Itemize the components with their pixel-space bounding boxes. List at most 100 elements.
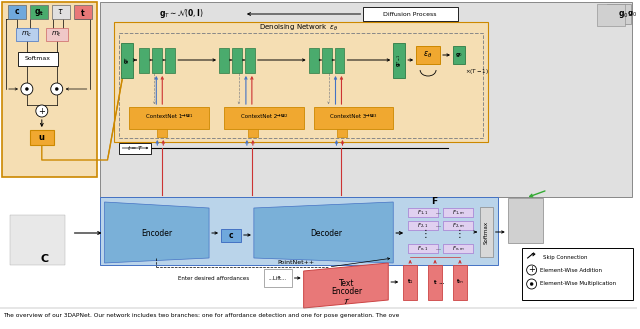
Text: $\mathbf{t}$: $\mathbf{t}$ [433, 278, 437, 286]
Circle shape [36, 105, 48, 117]
Text: Element-Wise Multiplication: Element-Wise Multiplication [540, 282, 616, 287]
Text: Text: Text [339, 279, 354, 288]
Bar [321, 48, 332, 73]
Text: Diffusion Process: Diffusion Process [383, 12, 437, 16]
Text: ...: ... [438, 279, 445, 285]
Bar [219, 48, 229, 73]
Bar [2, 2, 97, 177]
Text: Decoder: Decoder [310, 229, 342, 238]
Text: PointNet++: PointNet++ [277, 261, 314, 266]
Text: ...Lift...: ...Lift... [269, 275, 287, 281]
Text: +: + [528, 266, 535, 274]
Polygon shape [104, 202, 209, 263]
Text: ...: ... [435, 210, 441, 215]
Text: ContextNet 3: ContextNet 3 [330, 114, 367, 118]
Text: Softmax: Softmax [25, 57, 51, 62]
Text: $\bf{c}$: $\bf{c}$ [228, 231, 234, 240]
Text: $\bf{c}$: $\bf{c}$ [14, 8, 20, 16]
Text: $\tau$: $\tau$ [58, 8, 64, 16]
Text: +: + [38, 107, 45, 115]
Bar [264, 269, 292, 287]
Text: $\mathbf{g}_0$: $\mathbf{g}_0$ [625, 10, 637, 19]
Text: $F_{1,m}$: $F_{1,m}$ [452, 208, 464, 216]
Bar [115, 22, 488, 142]
Bar [416, 46, 440, 64]
Bar [408, 208, 438, 217]
Bar [443, 221, 473, 230]
Text: $\bf{u}$: $\bf{u}$ [38, 134, 45, 142]
Bar [152, 48, 163, 73]
Text: $\times(T-1)$: $\times(T-1)$ [465, 67, 489, 77]
Text: Encoder: Encoder [141, 229, 173, 238]
Text: $\mathbf{t}_1$: $\mathbf{t}_1$ [407, 278, 413, 287]
Bar [232, 48, 242, 73]
Bar [408, 244, 438, 253]
Text: $F_{n,1}$: $F_{n,1}$ [417, 244, 429, 253]
Text: $F_{2,m}$: $F_{2,m}$ [452, 221, 464, 230]
Text: $F_{n,m}$: $F_{n,m}$ [452, 244, 464, 253]
Bar [453, 46, 465, 64]
Bar [337, 129, 348, 137]
Bar [8, 5, 26, 19]
Text: $\rightarrow\mathbf{u}_1$: $\rightarrow\mathbf{u}_1$ [179, 112, 194, 120]
Bar [18, 52, 58, 66]
Text: The overview of our 3DAPNet. Our network includes two branches: one for affordan: The overview of our 3DAPNet. Our network… [3, 313, 399, 317]
Bar [335, 48, 344, 73]
Polygon shape [254, 202, 393, 263]
Bar [100, 2, 632, 197]
Circle shape [26, 88, 28, 90]
Text: Element-Wise Addition: Element-Wise Addition [540, 267, 602, 272]
Bar [120, 33, 483, 138]
Bar [157, 129, 167, 137]
Text: $\mathbf{g}_0$: $\mathbf{g}_0$ [618, 9, 628, 19]
Text: $\mathbf{t}_m$: $\mathbf{t}_m$ [456, 278, 464, 287]
Text: $\mathbf{g}_T$: $\mathbf{g}_T$ [124, 56, 131, 64]
Circle shape [21, 83, 33, 95]
Text: ⋮: ⋮ [455, 229, 465, 239]
Bar [314, 107, 393, 129]
Bar [16, 28, 38, 41]
Bar [74, 5, 92, 19]
Circle shape [55, 88, 58, 90]
Bar [308, 48, 319, 73]
Bar [522, 248, 633, 300]
Text: ContextNet 2: ContextNet 2 [241, 114, 277, 118]
Bar [30, 130, 54, 145]
Circle shape [51, 83, 63, 95]
Circle shape [527, 279, 536, 289]
Bar [443, 208, 473, 217]
Bar [30, 5, 48, 19]
Text: $F_{2,1}$: $F_{2,1}$ [417, 221, 429, 230]
Bar [443, 244, 473, 253]
Text: Softmax: Softmax [484, 220, 489, 243]
Bar [597, 4, 625, 26]
Bar [480, 207, 493, 257]
Bar [129, 107, 209, 129]
Bar [165, 48, 175, 73]
Text: $\epsilon_\theta$: $\epsilon_\theta$ [424, 50, 433, 60]
Bar [140, 48, 149, 73]
Text: $t=T$: $t=T$ [127, 144, 143, 153]
Text: ...: ... [435, 223, 441, 228]
Bar [224, 107, 303, 129]
Text: $F_{1,1}$: $F_{1,1}$ [417, 208, 429, 216]
Text: Enter desired affordances: Enter desired affordances [179, 275, 250, 281]
Text: $\mathbf{g}_0$: $\mathbf{g}_0$ [455, 51, 463, 59]
Text: $\rightarrow\mathbf{u}_2$: $\rightarrow\mathbf{u}_2$ [274, 112, 289, 120]
Text: $\mathbf{g}_T \sim \mathcal{N}(\mathbf{0},\mathbf{I})$: $\mathbf{g}_T \sim \mathcal{N}(\mathbf{0… [159, 7, 204, 19]
Text: $\mathbf{F}$: $\mathbf{F}$ [431, 194, 439, 206]
Bar [10, 215, 65, 265]
Text: ...: ... [435, 246, 441, 251]
Bar [607, 4, 631, 24]
Text: $\bf{g}_t$: $\bf{g}_t$ [34, 7, 44, 17]
Text: $\mathbf{g}_{T-1}$: $\mathbf{g}_{T-1}$ [396, 53, 403, 67]
Bar [508, 198, 543, 243]
Bar [403, 265, 417, 300]
Text: $m_t$: $m_t$ [51, 30, 62, 39]
Bar [46, 28, 68, 41]
Bar [248, 129, 258, 137]
Bar [221, 229, 241, 242]
Circle shape [527, 265, 536, 275]
Text: Skip Connection: Skip Connection [543, 255, 587, 260]
Text: Encoder: Encoder [331, 288, 362, 296]
